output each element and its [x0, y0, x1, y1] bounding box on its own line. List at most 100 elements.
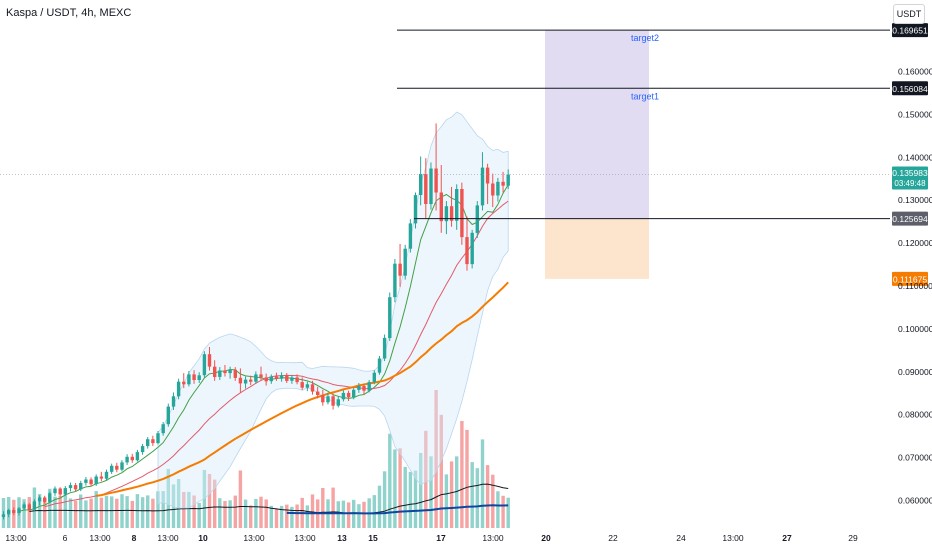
- volume-bar: [408, 471, 413, 528]
- x-tick-label: 13: [337, 533, 347, 543]
- currency-selector[interactable]: USDT: [893, 4, 925, 24]
- candle: [254, 371, 258, 384]
- candle-body: [115, 465, 119, 470]
- volume-bar: [336, 501, 340, 528]
- candle: [377, 355, 382, 375]
- candle-body: [104, 471, 109, 479]
- candle: [321, 389, 325, 406]
- volume-bar: [290, 506, 294, 528]
- candle: [295, 374, 299, 385]
- volume-bar: [424, 430, 428, 528]
- candle: [403, 244, 407, 280]
- volume-bar: [192, 495, 196, 528]
- candle-body: [17, 508, 21, 513]
- candle: [449, 186, 454, 227]
- volume-bar: [53, 496, 57, 528]
- candle-body: [403, 248, 407, 276]
- volume-bar: [243, 499, 248, 528]
- candle-body: [285, 375, 289, 381]
- volume-bar: [89, 498, 93, 528]
- candle: [259, 366, 263, 380]
- volume-bar: [79, 494, 83, 528]
- volume-bar: [331, 487, 335, 528]
- candle: [63, 485, 67, 496]
- y-tick-label: 0.130000: [898, 195, 932, 205]
- volume-bar: [485, 465, 490, 528]
- volume-bar: [140, 497, 145, 528]
- candle-body: [295, 377, 299, 383]
- candle-body: [316, 391, 320, 395]
- level-tag-label: 0.111675: [893, 274, 927, 284]
- candle: [176, 378, 181, 400]
- candle: [455, 184, 459, 230]
- volume-bar: [176, 479, 181, 528]
- candle-body: [331, 396, 335, 406]
- candle: [192, 370, 196, 384]
- candle-body: [146, 439, 150, 447]
- level-tag-label: 0.125694: [892, 214, 928, 224]
- candle-body: [413, 195, 418, 224]
- x-tick-label: 27: [782, 533, 792, 543]
- candle-body: [228, 369, 232, 374]
- level-tag-label: 0.169651: [892, 26, 928, 36]
- volume-bar: [460, 421, 464, 528]
- candle-body: [22, 504, 26, 509]
- candle: [424, 158, 428, 219]
- current-price-label: 0.135983: [892, 168, 928, 178]
- candle-body: [377, 358, 382, 373]
- candle-body: [27, 504, 31, 510]
- volume-bar: [475, 468, 479, 528]
- candle-body: [290, 377, 294, 381]
- candle: [99, 471, 104, 482]
- volume-bar: [84, 500, 88, 528]
- y-tick-label: 0.160000: [898, 66, 932, 76]
- candle: [485, 163, 490, 205]
- volume-bar: [403, 466, 407, 528]
- x-tick-label: 13:00: [294, 533, 316, 543]
- volume-bar: [68, 498, 73, 528]
- candle: [398, 243, 402, 287]
- candle: [1, 511, 6, 520]
- level-tag-bg: [892, 81, 928, 96]
- candle: [171, 392, 176, 411]
- candle: [264, 373, 268, 386]
- candle: [197, 372, 201, 383]
- candle: [393, 258, 397, 303]
- candle-body: [310, 384, 315, 392]
- candle-body: [135, 452, 140, 461]
- candle: [243, 376, 248, 389]
- y-tick-label: 0.060000: [898, 496, 932, 506]
- candle-body: [439, 192, 443, 222]
- volume-bar: [388, 433, 392, 528]
- candle-body: [1, 514, 6, 517]
- candle: [331, 393, 335, 410]
- volume-bar: [43, 501, 47, 528]
- candle: [7, 508, 11, 518]
- volume-bar: [197, 502, 201, 528]
- volume-bar: [470, 462, 474, 528]
- volume-bar: [413, 470, 418, 528]
- volume-bar: [120, 494, 124, 528]
- candle-body: [274, 376, 279, 379]
- x-tick-label: 8: [132, 533, 137, 543]
- candle-body: [238, 377, 243, 384]
- volume-bar: [37, 494, 42, 528]
- candle: [274, 372, 279, 381]
- volume-bar: [264, 499, 268, 528]
- candle-body: [94, 476, 98, 485]
- volume-bar: [73, 500, 78, 528]
- volume-bar: [429, 456, 433, 528]
- volume-bar: [233, 495, 237, 528]
- candle: [223, 364, 227, 377]
- candle-body: [429, 168, 433, 205]
- volume-bar: [218, 498, 222, 528]
- candle: [434, 123, 438, 211]
- volume-bar: [480, 439, 485, 528]
- candle-body: [321, 395, 325, 403]
- candle: [249, 375, 253, 386]
- candle: [207, 346, 212, 371]
- x-tick-label: 13:00: [243, 533, 265, 543]
- candle: [439, 165, 443, 233]
